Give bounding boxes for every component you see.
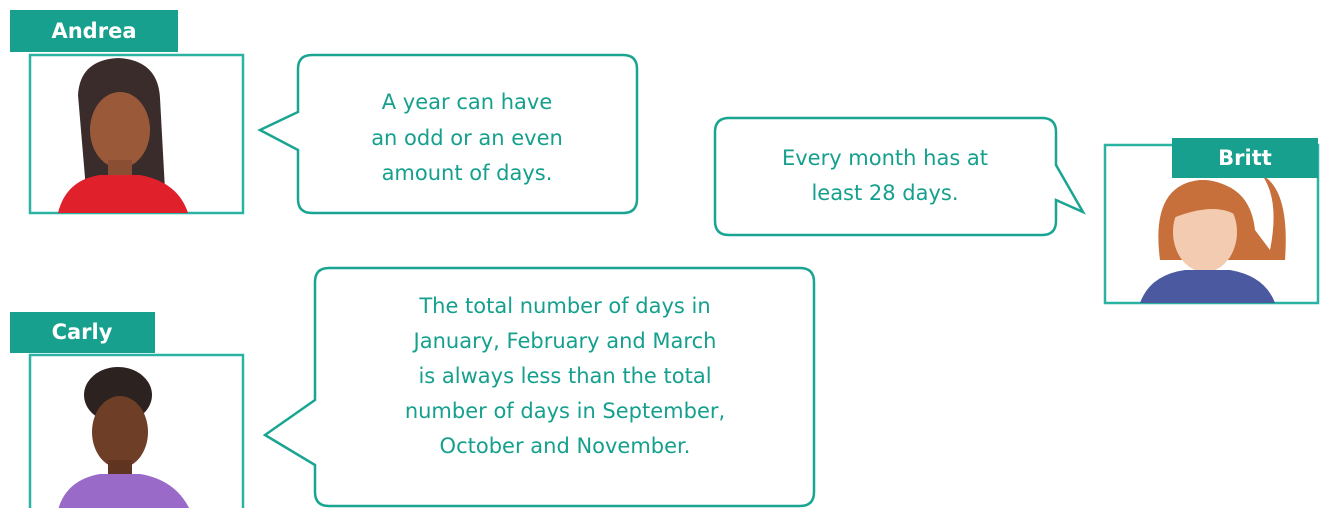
andrea-card: Andrea A year can have an odd or an even… [10, 10, 637, 213]
scene: Andrea A year can have an odd or an even… [0, 0, 1330, 508]
name: Carly [52, 320, 113, 344]
bubble-line: an odd or an even [371, 126, 563, 150]
name: Andrea [51, 19, 136, 43]
bubble-line: least 28 days. [811, 181, 958, 205]
bubble-line: A year can have [382, 90, 553, 114]
page: Andrea A year can have an odd or an even… [0, 0, 1330, 508]
bubble-line: The total number of days in [418, 294, 710, 318]
name: Britt [1218, 146, 1272, 170]
speech-bubble [715, 118, 1083, 235]
bubble-line: January, February and March [412, 329, 717, 353]
bubble-line: October and November. [440, 434, 691, 458]
bubble-line: Every month has at [782, 146, 988, 170]
carly-card: Carly The total number of days in Januar… [10, 268, 814, 508]
bubble-line: is always less than the total [418, 364, 711, 388]
bubble-line: number of days in September, [405, 399, 725, 423]
bubble-line: amount of days. [382, 161, 553, 185]
